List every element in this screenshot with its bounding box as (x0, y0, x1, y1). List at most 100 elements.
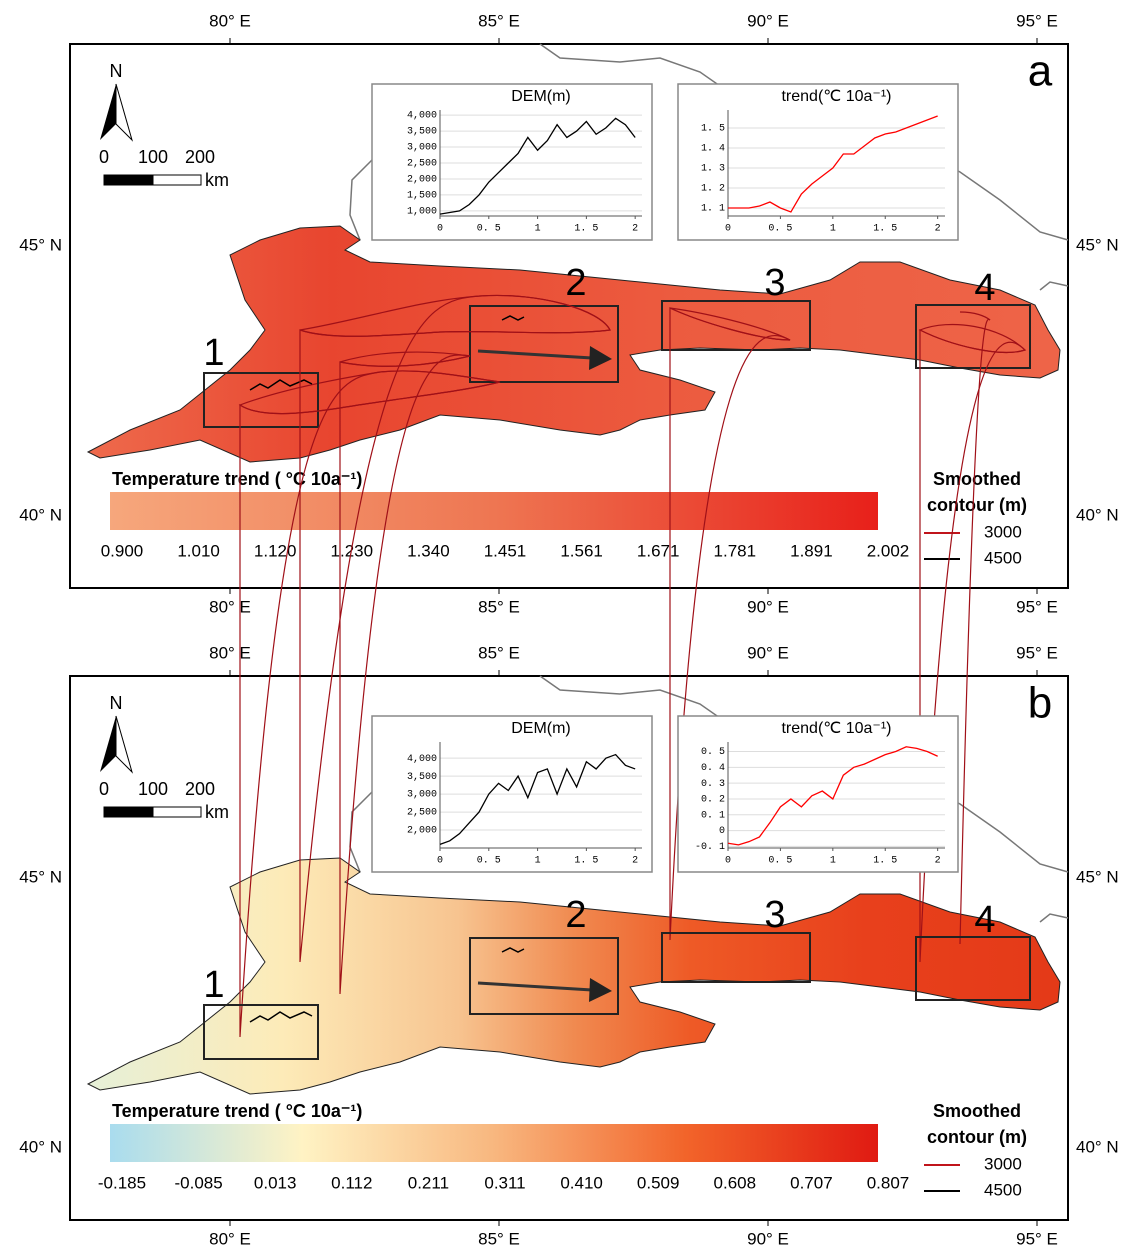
scale-label: 200 (185, 779, 215, 799)
lon-label: 90° E (747, 1229, 789, 1248)
lon-label: 95° E (1016, 1229, 1058, 1248)
lon-label: 90° E (747, 643, 789, 662)
colorbar-tick-label: 1.561 (560, 541, 603, 560)
x-tick-label: 0 (437, 224, 443, 235)
x-tick-label: 0 (725, 224, 731, 235)
lon-label: 80° E (209, 597, 251, 616)
profile-arrow (477, 981, 593, 992)
x-tick-label: 1. 5 (574, 856, 598, 867)
north-arrow (115, 83, 134, 142)
region-box (469, 305, 619, 383)
scale-label: 100 (138, 779, 168, 799)
y-tick-label: 1,000 (407, 207, 437, 218)
legend-label: 4500 (984, 1180, 1022, 1199)
lat-label: 40° N (19, 505, 62, 524)
colorbar-tick-label: 1.340 (407, 541, 450, 560)
lat-label: 40° N (1076, 505, 1119, 524)
y-tick-label: 4,000 (407, 111, 437, 122)
scale-label: 200 (185, 147, 215, 167)
lat-label: 45° N (1076, 235, 1119, 254)
scale-unit: km (205, 802, 229, 822)
y-tick-label: 0. 5 (701, 747, 725, 758)
legend-title: Smoothed (933, 1101, 1021, 1121)
scale-bar (103, 806, 154, 818)
colorbar-title: Temperature trend ( °C 10a⁻¹) (112, 469, 362, 489)
region-label: 3 (764, 894, 785, 936)
panel-label: a (1028, 47, 1053, 96)
profile-line (728, 115, 938, 213)
y-tick-label: 1. 1 (701, 204, 725, 215)
lon-label: 90° E (747, 597, 789, 616)
north-arrow (115, 715, 134, 774)
inset-box (677, 83, 959, 241)
x-tick-label: 1. 5 (873, 856, 897, 867)
region-box (661, 932, 811, 983)
colorbar-tick-label: 1.010 (177, 541, 220, 560)
colorbar-tick-label: 1.120 (254, 541, 297, 560)
x-tick-label: 1 (830, 224, 836, 235)
contour-3000 (959, 318, 991, 945)
north-arrow (100, 84, 116, 140)
x-tick-label: 1 (830, 856, 836, 867)
x-tick-label: 0. 5 (477, 856, 501, 867)
north-arrow (100, 716, 116, 772)
colorbar-tick-label: 0.410 (560, 1173, 603, 1192)
contour-3000 (339, 354, 471, 995)
colorbar-tick-label: 0.013 (254, 1173, 297, 1192)
profile-arrow (477, 349, 593, 360)
colorbar-tick-label: -0.085 (174, 1173, 222, 1192)
lon-label: 85° E (478, 597, 520, 616)
region-box (915, 304, 1031, 369)
region-label: 4 (974, 899, 995, 941)
colorbar-title: Temperature trend ( °C 10a⁻¹) (112, 1101, 362, 1121)
colorbar (110, 492, 878, 530)
x-tick-label: 0. 5 (477, 224, 501, 235)
legend-label: 3000 (984, 522, 1022, 541)
contour-3000 (239, 370, 501, 1038)
profile-line (439, 117, 636, 215)
x-tick-label: 1. 5 (574, 224, 598, 235)
lat-label: 40° N (19, 1137, 62, 1156)
inset-title: DEM(m) (511, 88, 571, 105)
x-tick-label: 2 (632, 224, 638, 235)
y-tick-label: 0. 1 (701, 810, 725, 821)
y-tick-label: 2,500 (407, 159, 437, 170)
colorbar-tick-label: 0.211 (408, 1173, 449, 1192)
lat-label: 45° N (1076, 867, 1119, 886)
y-tick-label: 0. 2 (701, 795, 725, 806)
colorbar (110, 1124, 878, 1162)
colorbar-tick-label: 2.002 (867, 541, 910, 560)
x-tick-label: 2 (935, 224, 941, 235)
legend-label: 3000 (984, 1154, 1022, 1173)
lon-label: 90° E (747, 11, 789, 30)
colorbar-tick-label: 0.311 (484, 1173, 525, 1192)
y-tick-label: 1,500 (407, 191, 437, 202)
region-box (203, 372, 319, 428)
colorbar-tick-label: 1.781 (714, 541, 757, 560)
x-tick-label: 0 (437, 856, 443, 867)
lon-label: 95° E (1016, 643, 1058, 662)
map-panel: 80° E 80° E 85° E 85° E 90° E 90° E 95° E 95° E… (19, 11, 1118, 616)
lon-label: 95° E (1016, 597, 1058, 616)
north-label: N (110, 693, 123, 713)
contour-3000 (669, 307, 791, 941)
lat-label: 40° N (1076, 1137, 1119, 1156)
region-label: 3 (764, 262, 785, 304)
region-label: 4 (974, 267, 995, 309)
profile-line (439, 753, 636, 846)
lon-label: 80° E (209, 643, 251, 662)
contour-4500 (249, 379, 313, 391)
country-border (1039, 281, 1069, 291)
scale-bar (152, 174, 202, 186)
x-tick-label: 1 (535, 224, 541, 235)
inset-title: trend(℃ 10a⁻¹) (781, 88, 891, 105)
y-tick-label: 3,500 (407, 127, 437, 138)
profile-arrow-head (589, 978, 612, 1002)
y-tick-label: 3,500 (407, 772, 437, 783)
x-tick-label: 2 (935, 856, 941, 867)
y-tick-label: 0. 3 (701, 779, 725, 790)
colorbar-tick-label: 1.671 (637, 541, 680, 560)
x-tick-label: 1. 5 (873, 224, 897, 235)
x-tick-label: 1 (535, 856, 541, 867)
scale-label: 100 (138, 147, 168, 167)
